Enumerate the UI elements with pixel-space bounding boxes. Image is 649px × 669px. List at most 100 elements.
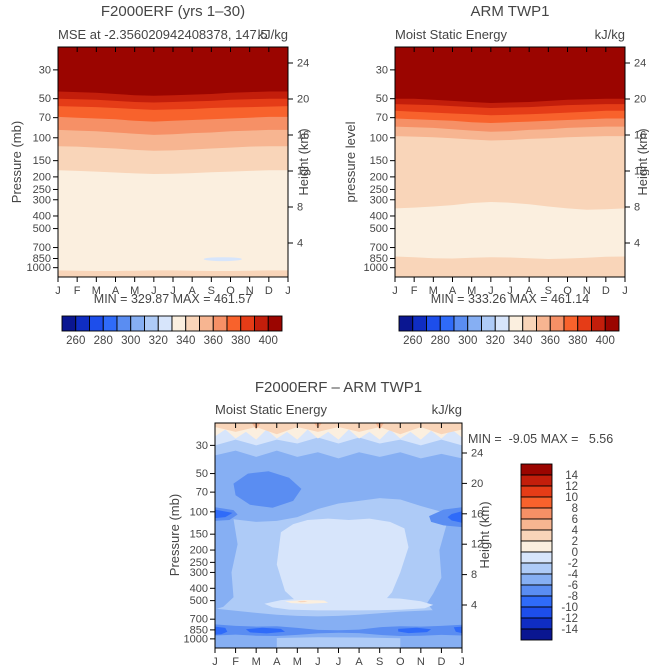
pressure-label: 400 bbox=[370, 210, 388, 222]
pressure-label: 1000 bbox=[27, 262, 51, 274]
colorbar-tick-label: 320 bbox=[486, 335, 505, 347]
pressure-label: 70 bbox=[196, 487, 208, 499]
colorbar-tick-label: -8 bbox=[568, 591, 578, 603]
month-label: M bbox=[92, 285, 101, 297]
month-label: N bbox=[246, 285, 254, 297]
panel1-ylabel-left: Pressure (mb) bbox=[9, 120, 24, 204]
colorbar-tick-label: 400 bbox=[596, 335, 615, 347]
month-label: J bbox=[336, 656, 342, 668]
month-label: A bbox=[525, 285, 533, 297]
pressure-label: 250 bbox=[370, 184, 388, 196]
colorbar-tick-label: 2 bbox=[572, 536, 578, 548]
month-label: N bbox=[417, 656, 425, 668]
pressure-label: 400 bbox=[190, 583, 208, 595]
pressure-label: 100 bbox=[33, 132, 51, 144]
axis-frame bbox=[210, 422, 467, 653]
contour-field bbox=[215, 423, 462, 648]
colorbar-tick-label: 8 bbox=[572, 503, 578, 515]
pressure-label: 500 bbox=[190, 595, 208, 607]
height-label: 16 bbox=[634, 130, 646, 142]
colorbar-tick-label: -6 bbox=[568, 580, 578, 592]
contour-field bbox=[58, 47, 288, 277]
pressure-label: 150 bbox=[33, 155, 51, 167]
month-label: A bbox=[449, 285, 457, 297]
month-label: D bbox=[265, 285, 273, 297]
colorbar-tick-label: 340 bbox=[176, 335, 195, 347]
month-label: D bbox=[437, 656, 445, 668]
panel3-ylabel-right: Height (km) bbox=[477, 501, 492, 569]
pressure-label: 1000 bbox=[364, 262, 388, 274]
colorbar-tick-label: -14 bbox=[561, 624, 578, 636]
pressure-label: 850 bbox=[370, 253, 388, 265]
height-label: 20 bbox=[297, 94, 309, 106]
height-axis-labels: 24 20 16 12 8 4 bbox=[471, 448, 483, 612]
panel3-ylabel-left: Pressure (mb) bbox=[167, 493, 182, 577]
colorbar-f2000erf: 260 280 300 320 340 360 380 400 bbox=[61, 315, 283, 347]
month-label: A bbox=[355, 656, 363, 668]
pressure-label: 30 bbox=[39, 64, 51, 76]
colorbar-tick-label: -2 bbox=[568, 558, 578, 570]
month-label: J bbox=[507, 285, 513, 297]
height-label: 24 bbox=[471, 448, 483, 460]
colorbar-tick-label: 260 bbox=[403, 335, 422, 347]
pressure-label: 100 bbox=[370, 132, 388, 144]
colorbar-tick-label: 260 bbox=[66, 335, 85, 347]
month-label: S bbox=[376, 656, 383, 668]
panel3-subtitle-left: Moist Static Energy bbox=[215, 402, 327, 417]
panel2-title: ARM TWP1 bbox=[470, 3, 550, 20]
pressure-label: 700 bbox=[190, 614, 208, 626]
panel1-title: F2000ERF (yrs 1–30) bbox=[100, 3, 246, 20]
month-label: M bbox=[293, 656, 302, 668]
colorbar-tick-label: -4 bbox=[568, 569, 579, 581]
pressure-label: 850 bbox=[190, 624, 208, 636]
colorbar-tick-label: 380 bbox=[568, 335, 587, 347]
height-label: 8 bbox=[471, 569, 477, 581]
month-label: J bbox=[488, 285, 494, 297]
colorbar-tick-label: 6 bbox=[572, 514, 578, 526]
colorbar-tick-label: 0 bbox=[572, 547, 578, 559]
colorbar-tick-label: 280 bbox=[94, 335, 113, 347]
pressure-label: 300 bbox=[33, 194, 51, 206]
month-label: F bbox=[411, 285, 418, 297]
pressure-label: 500 bbox=[370, 223, 388, 235]
colorbar-tick-label: 300 bbox=[121, 335, 140, 347]
height-axis-labels: 24 20 16 12 8 4 bbox=[297, 58, 309, 250]
height-label: 20 bbox=[634, 94, 646, 106]
colorbar-tick-label: 14 bbox=[565, 470, 578, 482]
pressure-label: 250 bbox=[33, 184, 51, 196]
month-label: J bbox=[315, 656, 321, 668]
month-label: A bbox=[273, 656, 281, 668]
month-label: M bbox=[252, 656, 261, 668]
month-label: J bbox=[151, 285, 157, 297]
pressure-label: 50 bbox=[196, 468, 208, 480]
pressure-label: 50 bbox=[39, 93, 51, 105]
height-axis-labels: 24 20 16 12 8 4 bbox=[634, 58, 646, 250]
height-label: 20 bbox=[471, 478, 483, 490]
month-label: J bbox=[459, 656, 465, 668]
month-label: F bbox=[74, 285, 81, 297]
panel1-ylabel-right: Height (km) bbox=[296, 128, 311, 196]
panel3-title: F2000ERF – ARM TWP1 bbox=[254, 379, 423, 396]
panel2-units-label: kJ/kg bbox=[594, 27, 625, 42]
pressure-label: 150 bbox=[190, 529, 208, 541]
colorbar-tick-label: -10 bbox=[561, 602, 578, 614]
panel3-units-label: kJ/kg bbox=[431, 402, 462, 417]
month-label: S bbox=[545, 285, 552, 297]
colorbar-tick-label: 10 bbox=[565, 492, 578, 504]
height-label: 24 bbox=[297, 58, 309, 70]
pressure-label: 200 bbox=[190, 545, 208, 557]
month-label: A bbox=[188, 285, 196, 297]
colorbar-tick-label: 380 bbox=[231, 335, 250, 347]
pressure-label: 400 bbox=[33, 210, 51, 222]
pressure-label: 30 bbox=[196, 440, 208, 452]
panel-difference: J F M A M J J A S O N D J305070100150200250300400500… bbox=[184, 422, 483, 668]
colorbar-tick-label: 360 bbox=[541, 335, 560, 347]
month-label: J bbox=[622, 285, 628, 297]
height-label: 4 bbox=[297, 238, 303, 250]
